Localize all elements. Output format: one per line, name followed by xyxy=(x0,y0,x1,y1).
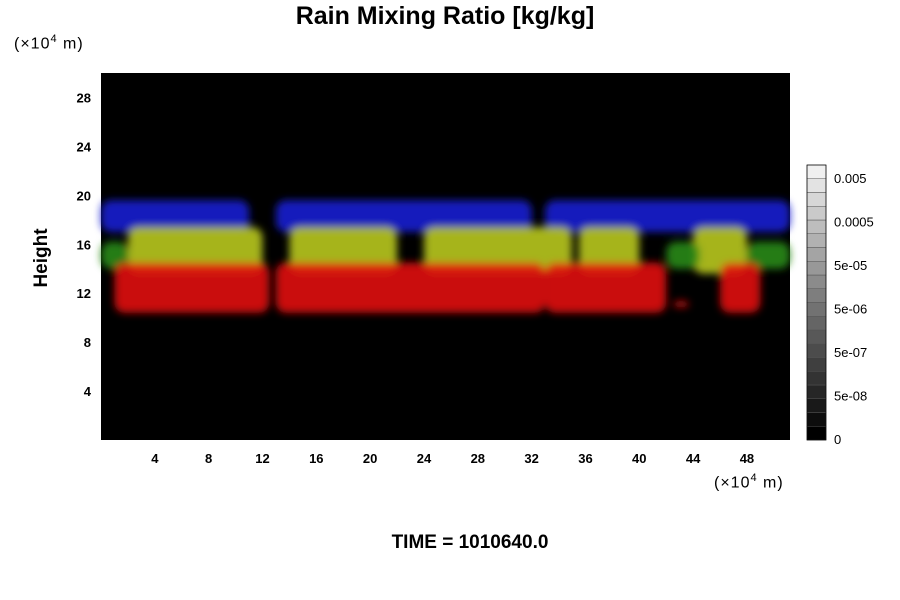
y-tick-label: 28 xyxy=(77,90,91,105)
colorbar-label: 0.0005 xyxy=(834,215,874,230)
colorbar-step xyxy=(806,261,827,276)
colorbar-step xyxy=(806,371,827,386)
rain-band-2-2 xyxy=(746,241,790,269)
x-axis-unit: (×104 m) xyxy=(714,472,784,492)
rain-band-1-2 xyxy=(423,227,572,274)
colorbar-step xyxy=(806,219,827,234)
colorbar-label: 0 xyxy=(834,432,841,447)
colorbar-label: 5e-07 xyxy=(834,345,867,360)
x-tick-label: 16 xyxy=(309,451,323,466)
colorbar-label: 5e-05 xyxy=(834,258,867,273)
colorbar: 0.005 0.0005 5e-05 5e-06 5e-07 5e-08 0 xyxy=(806,164,874,447)
colorbar-step xyxy=(806,247,827,262)
colorbar-label: 0.005 xyxy=(834,171,867,186)
colorbar-step xyxy=(806,233,827,248)
colorbar-label: 5e-06 xyxy=(834,302,867,317)
colorbar-step xyxy=(806,426,827,441)
rain-band-2-1 xyxy=(666,241,700,269)
y-tick-label: 24 xyxy=(77,139,92,154)
x-tick-label: 28 xyxy=(471,451,485,466)
rain-band-4-0 xyxy=(672,300,690,308)
x-unit-exponent: 4 xyxy=(750,472,758,484)
x-tick-label: 24 xyxy=(417,451,432,466)
x-unit-suffix: m) xyxy=(757,474,784,492)
colorbar-step xyxy=(806,357,827,372)
colorbar-step xyxy=(806,274,827,289)
colorbar-step xyxy=(806,329,827,344)
y-tick-label: 12 xyxy=(77,286,91,301)
rain-bands xyxy=(101,200,790,313)
colorbar-step xyxy=(806,206,827,221)
time-label: TIME = 1010640.0 xyxy=(391,532,549,553)
x-tick-label: 8 xyxy=(205,451,212,466)
rain-band-1-4 xyxy=(693,227,747,274)
y-axis-unit: (×104 m) xyxy=(14,33,84,53)
colorbar-step xyxy=(806,398,827,413)
colorbar-step xyxy=(806,288,827,303)
rain-band-1-3 xyxy=(578,227,640,274)
colorbar-step xyxy=(806,412,827,427)
x-tick-label: 32 xyxy=(524,451,538,466)
colorbar-step xyxy=(806,343,827,358)
colorbar-step xyxy=(806,384,827,399)
rain-band-3-3 xyxy=(720,262,761,313)
x-tick-label: 36 xyxy=(578,451,592,466)
x-tick-label: 4 xyxy=(151,451,159,466)
y-unit-suffix: m) xyxy=(57,35,84,53)
colorbar-step xyxy=(806,178,827,193)
rain-band-0-1 xyxy=(275,200,532,233)
rain-band-0-2 xyxy=(545,200,790,233)
x-tick-label: 48 xyxy=(740,451,754,466)
x-unit-prefix: (×10 xyxy=(714,474,751,492)
colorbar-step xyxy=(806,164,827,179)
x-tick-label: 12 xyxy=(255,451,269,466)
rain-band-3-0 xyxy=(114,262,270,313)
x-tick-label: 44 xyxy=(686,451,701,466)
x-tick-label: 40 xyxy=(632,451,646,466)
colorbar-step xyxy=(806,302,827,317)
y-unit-exponent: 4 xyxy=(50,33,58,45)
y-tick-label: 4 xyxy=(84,384,92,399)
y-axis-ticks: 4 8 12 16 20 24 28 xyxy=(77,90,92,399)
chart-title: Rain Mixing Ratio [kg/kg] xyxy=(295,2,595,30)
colorbar-step xyxy=(806,316,827,331)
rain-band-2-0 xyxy=(101,241,128,269)
rain-band-0-0 xyxy=(101,200,250,233)
x-axis-ticks: 4 8 12 16 20 24 28 32 36 40 44 48 xyxy=(151,451,754,466)
colorbar-label: 5e-08 xyxy=(834,389,867,404)
y-tick-label: 20 xyxy=(77,188,91,203)
rain-band-1-1 xyxy=(289,227,398,274)
y-tick-label: 16 xyxy=(77,237,91,252)
y-unit-prefix: (×10 xyxy=(14,35,51,53)
rain-band-3-2 xyxy=(545,262,667,313)
rain-band-1-0 xyxy=(127,227,263,274)
colorbar-frame xyxy=(806,164,827,441)
colorbar-step xyxy=(806,192,827,207)
rain-band-3-1 xyxy=(275,262,546,313)
x-tick-label: 20 xyxy=(363,451,377,466)
y-tick-label: 8 xyxy=(84,335,91,350)
